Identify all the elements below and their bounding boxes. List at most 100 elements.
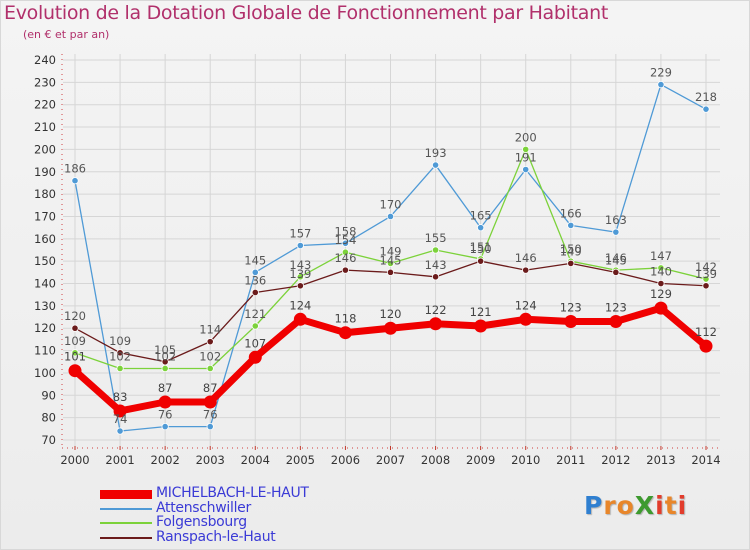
y-tick-label: 140 — [34, 277, 56, 291]
data-point-ranspach-le-haut — [71, 324, 79, 332]
legend-swatch — [100, 522, 152, 524]
legend-label: MICHELBACH-LE-HAUT — [156, 485, 309, 501]
legend-item: Attenschwiller — [100, 499, 460, 517]
x-tick-label: 2005 — [286, 453, 315, 467]
data-point-folgensbourg — [386, 259, 395, 268]
data-point-attenschwiller — [341, 239, 350, 247]
data-label-michelbach-le-haut: 120 — [380, 307, 402, 321]
data-point-michelbach-le-haut — [158, 395, 172, 409]
data-point-ranspach-le-haut — [206, 338, 214, 346]
data-label-folgensbourg: 102 — [154, 349, 176, 363]
line-chart: 7080901001101201301401501601701801902002… — [34, 53, 721, 467]
data-label-ranspach-le-haut: 146 — [515, 251, 537, 265]
data-label-folgensbourg: 147 — [650, 249, 672, 263]
x-tick-label: 2007 — [376, 453, 405, 467]
x-tick-label: 2002 — [151, 453, 180, 467]
legend-swatch — [100, 489, 152, 499]
data-point-attenschwiller — [522, 165, 530, 174]
x-tick-label: 2013 — [646, 453, 675, 467]
data-point-ranspach-le-haut — [161, 358, 169, 366]
y-tick-label: 150 — [34, 254, 56, 268]
logo-letter: o — [616, 491, 635, 520]
data-point-michelbach-le-haut — [293, 312, 307, 326]
data-point-attenschwiller — [657, 80, 665, 89]
data-label-folgensbourg: 102 — [199, 349, 221, 363]
data-label-folgensbourg: 143 — [289, 258, 311, 272]
data-label-attenschwiller: 165 — [470, 209, 492, 223]
data-point-michelbach-le-haut — [429, 317, 443, 331]
data-label-ranspach-le-haut: 149 — [560, 244, 582, 258]
data-point-attenschwiller — [386, 212, 395, 221]
data-point-folgensbourg — [116, 364, 124, 373]
data-point-folgensbourg — [296, 273, 304, 281]
data-label-attenschwiller: 158 — [334, 224, 356, 238]
data-label-folgensbourg: 142 — [695, 260, 717, 274]
data-label-ranspach-le-haut: 139 — [289, 267, 311, 281]
data-label-folgensbourg: 151 — [470, 240, 492, 254]
data-label-ranspach-le-haut: 146 — [334, 251, 356, 265]
data-label-attenschwiller: 157 — [289, 227, 311, 241]
data-label-michelbach-le-haut: 87 — [158, 381, 173, 395]
x-tick-label: 2009 — [466, 453, 495, 467]
data-point-ranspach-le-haut — [522, 266, 530, 274]
data-point-michelbach-le-haut — [248, 350, 262, 364]
data-point-michelbach-le-haut — [519, 312, 533, 326]
y-tick-label: 160 — [34, 232, 56, 246]
logo-letter: X — [634, 491, 656, 520]
data-point-attenschwiller — [567, 221, 575, 230]
x-tick-label: 2003 — [196, 453, 225, 467]
proxiti-logo: ProXiti — [584, 491, 687, 520]
logo-letter: i — [677, 491, 688, 520]
data-label-folgensbourg: 150 — [560, 242, 582, 256]
data-point-attenschwiller — [251, 268, 259, 276]
data-label-attenschwiller: 170 — [380, 197, 402, 211]
legend-label: Attenschwiller — [156, 499, 251, 516]
data-point-ranspach-le-haut — [477, 257, 485, 265]
x-tick-label: 2006 — [331, 453, 360, 467]
legend-label: Folgensbourg — [156, 514, 247, 530]
data-label-michelbach-le-haut: 129 — [650, 287, 672, 301]
x-tick-label: 2000 — [60, 453, 89, 467]
data-label-michelbach-le-haut: 112 — [695, 325, 717, 339]
y-tick-label: 100 — [34, 366, 56, 380]
data-point-attenschwiller — [116, 427, 124, 435]
y-tick-label: 240 — [34, 53, 56, 67]
y-tick-label: 230 — [34, 75, 56, 89]
data-point-michelbach-le-haut — [699, 339, 713, 353]
y-tick-label: 190 — [34, 165, 56, 179]
y-tick-label: 70 — [41, 433, 56, 447]
x-tick-label: 2014 — [691, 453, 720, 467]
data-label-ranspach-le-haut: 140 — [650, 265, 672, 279]
data-point-attenschwiller — [612, 228, 620, 236]
legend-swatch — [100, 536, 152, 539]
y-tick-label: 120 — [34, 321, 56, 335]
legend-label: Ranspach-le-Haut — [156, 528, 276, 545]
data-label-ranspach-le-haut: 105 — [154, 343, 176, 357]
data-point-folgensbourg — [251, 322, 259, 330]
data-label-michelbach-le-haut: 101 — [64, 350, 86, 364]
logo-letter: P — [584, 491, 604, 520]
data-point-ranspach-le-haut — [702, 282, 710, 290]
data-point-attenschwiller — [296, 241, 304, 250]
data-point-folgensbourg — [71, 349, 79, 357]
data-point-attenschwiller — [477, 224, 485, 232]
y-tick-label: 130 — [34, 299, 56, 313]
data-label-attenschwiller: 163 — [605, 213, 627, 227]
axes: 7080901001101201301401501601701801902002… — [34, 53, 721, 467]
y-tick-label: 200 — [34, 142, 56, 156]
legend-item: Folgensbourg — [100, 514, 460, 531]
x-tick-label: 2012 — [601, 453, 630, 467]
data-point-folgensbourg — [431, 246, 440, 254]
data-point-ranspach-le-haut — [116, 349, 124, 357]
data-label-folgensbourg: 149 — [380, 244, 402, 258]
legend-item: Ranspach-le-Haut — [100, 528, 460, 546]
y-tick-label: 80 — [41, 411, 56, 425]
data-label-ranspach-le-haut: 109 — [109, 334, 131, 348]
data-label-folgensbourg: 154 — [334, 233, 356, 247]
data-label-michelbach-le-haut: 87 — [203, 381, 218, 395]
data-label-attenschwiller: 191 — [515, 151, 537, 165]
data-point-michelbach-le-haut — [654, 301, 668, 315]
data-point-michelbach-le-haut — [68, 364, 82, 378]
logo-letter: i — [655, 491, 665, 520]
data-label-ranspach-le-haut: 145 — [380, 253, 402, 267]
